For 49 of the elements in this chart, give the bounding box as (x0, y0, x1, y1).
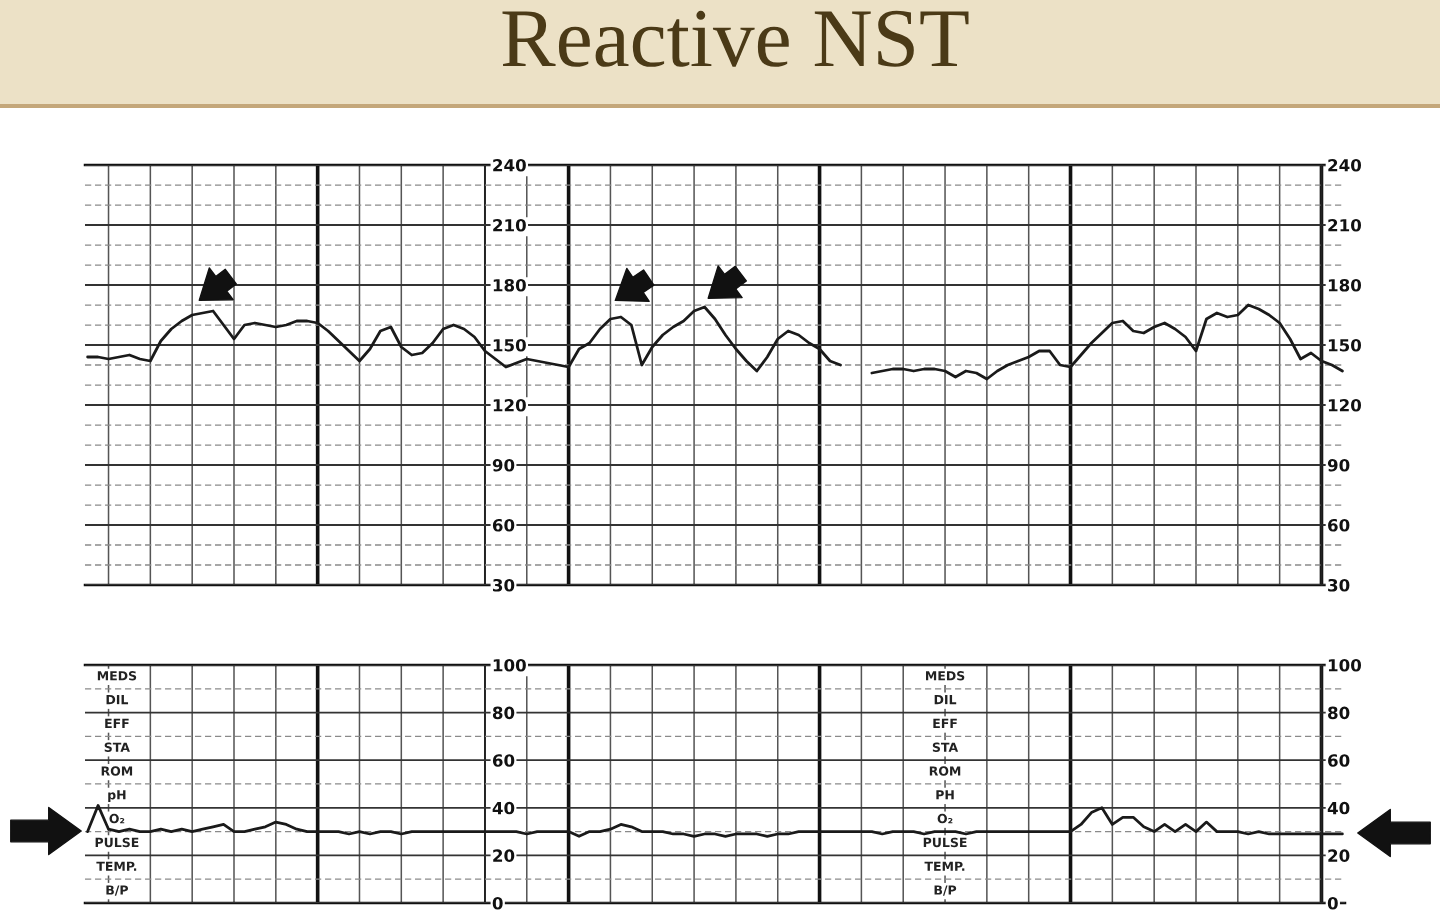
annotation: EFF (933, 718, 957, 728)
y2-tick-label: 60 (1328, 754, 1350, 767)
chart-title: Reactive NST (502, 10, 969, 67)
y2-tick-label: 210 (1328, 218, 1362, 232)
y-tick-label: 210 (493, 218, 526, 232)
annotation: MEDS (926, 671, 965, 681)
y2-tick-label: 120 (1328, 398, 1362, 412)
y-tick-label: 30 (493, 578, 515, 592)
annotation: ROM (929, 766, 961, 776)
y2-tick-label: 80 (1328, 706, 1350, 720)
y2-tick-label: 20 (1328, 849, 1350, 862)
y2-tick-label: 150 (1328, 338, 1362, 352)
y2-tick-label: 240 (1328, 158, 1362, 172)
y-tick-label: 40 (492, 801, 515, 815)
annotation: B/P (106, 885, 129, 896)
annotation: PH (936, 790, 954, 800)
y-tick-label: 100 (493, 658, 526, 672)
y-tick-label: 90 (492, 458, 515, 472)
y-tick-label: 60 (492, 518, 515, 532)
y2-tick-label: 30 (1328, 578, 1350, 592)
annotation: B/P (934, 885, 957, 896)
y-tick-label: 20 (493, 849, 515, 862)
annotation: pH (108, 790, 126, 802)
y-tick-label: 80 (492, 706, 515, 720)
annotation: DIL (106, 695, 129, 705)
y2-tick-label: 100 (1328, 658, 1362, 672)
y-tick-label: 180 (493, 278, 526, 292)
annotation: STA (932, 742, 959, 752)
y2-tick-label: 180 (1328, 278, 1362, 292)
y2-tick-label: 90 (1327, 458, 1350, 472)
y2-tick-label: 0 (1327, 896, 1338, 910)
annotation: ROM (101, 766, 133, 776)
annotation: TEMP. (96, 861, 137, 871)
annotation: O₂ (109, 813, 125, 824)
annotation: O₂ (937, 813, 953, 824)
annotation: TEMP. (924, 861, 965, 871)
y2-tick-label: 60 (1328, 518, 1350, 532)
annotation: PULSE (95, 837, 139, 848)
y-tick-label: 0 (492, 896, 503, 910)
y-tick-label: 120 (493, 398, 526, 412)
annotation: MEDS (97, 671, 137, 681)
y-tick-label: 60 (492, 754, 515, 767)
y-tick-label: 150 (493, 338, 526, 352)
y-tick-label: 240 (493, 158, 526, 172)
annotation: PULSE (923, 837, 967, 848)
y2-tick-label: 40 (1327, 801, 1350, 815)
annotation: STA (104, 742, 130, 752)
annotation: DIL (934, 695, 957, 705)
annotation: EFF (105, 718, 129, 728)
